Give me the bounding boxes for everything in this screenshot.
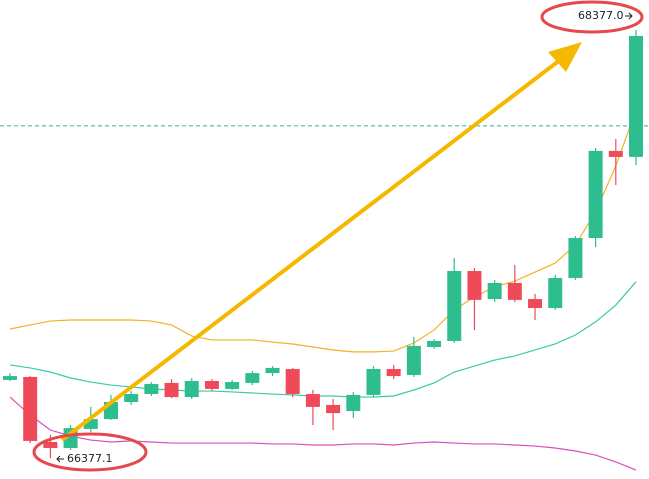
- candle-body: [305, 394, 320, 407]
- candle-body: [124, 394, 139, 402]
- candle-body: [427, 340, 442, 347]
- candle-body: [548, 278, 563, 309]
- indicator-line: [9, 281, 637, 398]
- candle-body: [629, 36, 643, 157]
- candle-body: [285, 369, 300, 395]
- candle-body: [568, 238, 583, 279]
- candle-body: [3, 376, 17, 380]
- candle-body: [245, 373, 260, 383]
- low-label-arrow: [56, 455, 64, 463]
- candle-body: [528, 299, 543, 309]
- candle-body: [608, 150, 623, 157]
- indicator-line: [9, 109, 637, 353]
- candle-body: [184, 381, 199, 398]
- high-highlight: [540, 0, 644, 34]
- candle-body: [588, 150, 603, 239]
- candle-body: [406, 345, 421, 376]
- candle-body: [43, 441, 58, 448]
- candle-body: [83, 419, 98, 429]
- candle-body: [467, 271, 482, 300]
- candle-body: [144, 384, 159, 395]
- high-label-arrow: [625, 12, 633, 20]
- annotation-overlay: 68377.0 66377.1: [32, 0, 644, 472]
- trend-arrow-shaft: [60, 58, 562, 442]
- candle-body: [265, 367, 280, 374]
- high-label: 68377.0: [578, 9, 624, 22]
- candle-body: [447, 271, 462, 341]
- candle-body: [23, 376, 38, 441]
- trend-arrow-head: [548, 42, 582, 72]
- indicator-line: [9, 396, 637, 471]
- candle-body: [346, 394, 361, 411]
- low-label: 66377.1: [67, 452, 113, 465]
- candle-body: [225, 382, 240, 389]
- candle-body: [386, 369, 401, 377]
- candle-body: [366, 369, 381, 395]
- candle-body: [204, 381, 219, 389]
- candle-body: [507, 282, 522, 300]
- low-highlight: [32, 432, 148, 472]
- candle-body: [487, 282, 502, 300]
- candle-body: [326, 404, 341, 414]
- candle-body: [164, 382, 179, 398]
- candles: [3, 30, 643, 459]
- indicator-lines: [0, 109, 649, 471]
